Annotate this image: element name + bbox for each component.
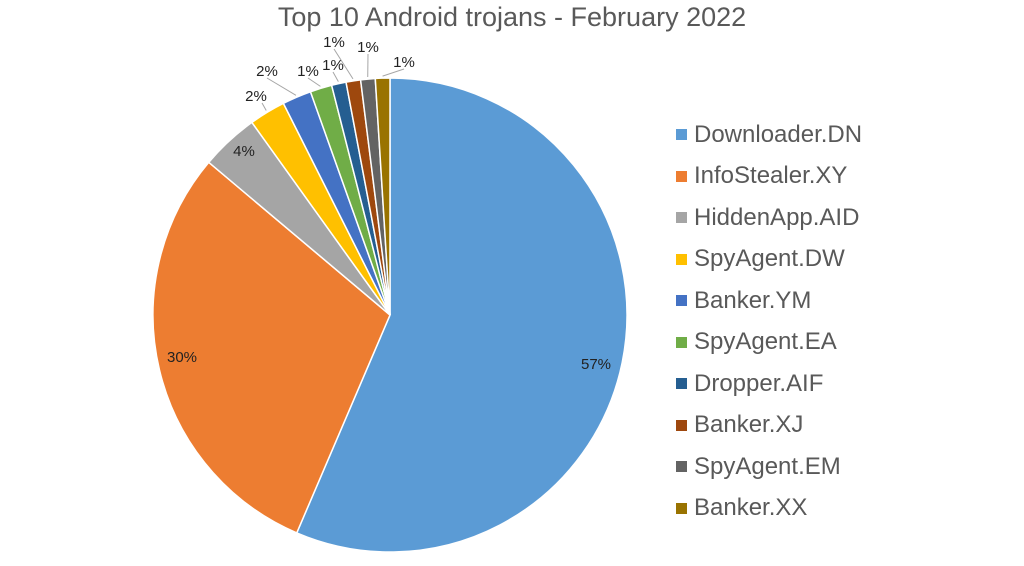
leader-line: [266, 77, 297, 96]
legend-label: SpyAgent.DW: [694, 245, 845, 273]
legend: Downloader.DN InfoStealer.XY HiddenApp.AID…: [676, 114, 862, 529]
legend-item: InfoStealer.XY: [676, 156, 862, 198]
leader-line: [261, 102, 267, 111]
legend-label: Banker.XX: [694, 494, 808, 522]
legend-item: Banker.XX: [676, 488, 862, 530]
leader-line: [332, 71, 339, 82]
legend-item: SpyAgent.DW: [676, 239, 862, 281]
legend-label: InfoStealer.XY: [694, 162, 848, 190]
leader-line: [382, 68, 405, 77]
legend-swatch: [676, 170, 687, 182]
legend-swatch: [676, 129, 687, 141]
data-label: 1%: [297, 63, 319, 80]
legend-swatch: [676, 253, 687, 265]
legend-swatch: [676, 212, 687, 224]
legend-swatch: [676, 461, 687, 473]
data-label: 4%: [233, 143, 255, 160]
legend-item: HiddenApp.AID: [676, 197, 862, 239]
chart-title: Top 10 Android trojans - February 2022: [277, 2, 747, 32]
legend-swatch: [676, 295, 687, 307]
legend-label: Banker.YM: [694, 286, 812, 314]
legend-item: Downloader.DN: [676, 114, 862, 156]
leader-line: [333, 48, 354, 80]
legend-label: Banker.XJ: [694, 411, 804, 439]
pie-slice-downloader-dn: [295, 77, 628, 553]
legend-item: Banker.YM: [676, 280, 862, 322]
legend-swatch: [676, 336, 687, 348]
legend-label: Downloader.DN: [694, 120, 863, 148]
legend-item: SpyAgent.EA: [676, 322, 862, 364]
pie-slice-banker-xx: [374, 77, 391, 316]
legend-item: Dropper.AIF: [676, 363, 862, 405]
data-label: 1%: [393, 54, 415, 71]
data-label: 1%: [322, 57, 344, 74]
legend-item: SpyAgent.EM: [676, 446, 862, 488]
data-label: 30%: [167, 349, 197, 366]
leader-line: [307, 77, 321, 87]
legend-swatch: [676, 502, 687, 514]
legend-label: HiddenApp.AID: [694, 203, 860, 231]
legend-label: SpyAgent.EM: [694, 452, 841, 480]
data-label: 2%: [245, 88, 267, 105]
pie-slice-infostealer-xy: [152, 161, 391, 534]
data-label: 2%: [256, 63, 278, 80]
data-label: 57%: [581, 356, 611, 373]
data-label: 1%: [357, 39, 379, 56]
legend-swatch: [676, 378, 687, 390]
legend-label: Dropper.AIF: [694, 369, 824, 397]
legend-item: Banker.XJ: [676, 405, 862, 447]
legend-label: SpyAgent.EA: [694, 328, 837, 356]
legend-swatch: [676, 419, 687, 431]
data-label: 1%: [323, 34, 345, 51]
